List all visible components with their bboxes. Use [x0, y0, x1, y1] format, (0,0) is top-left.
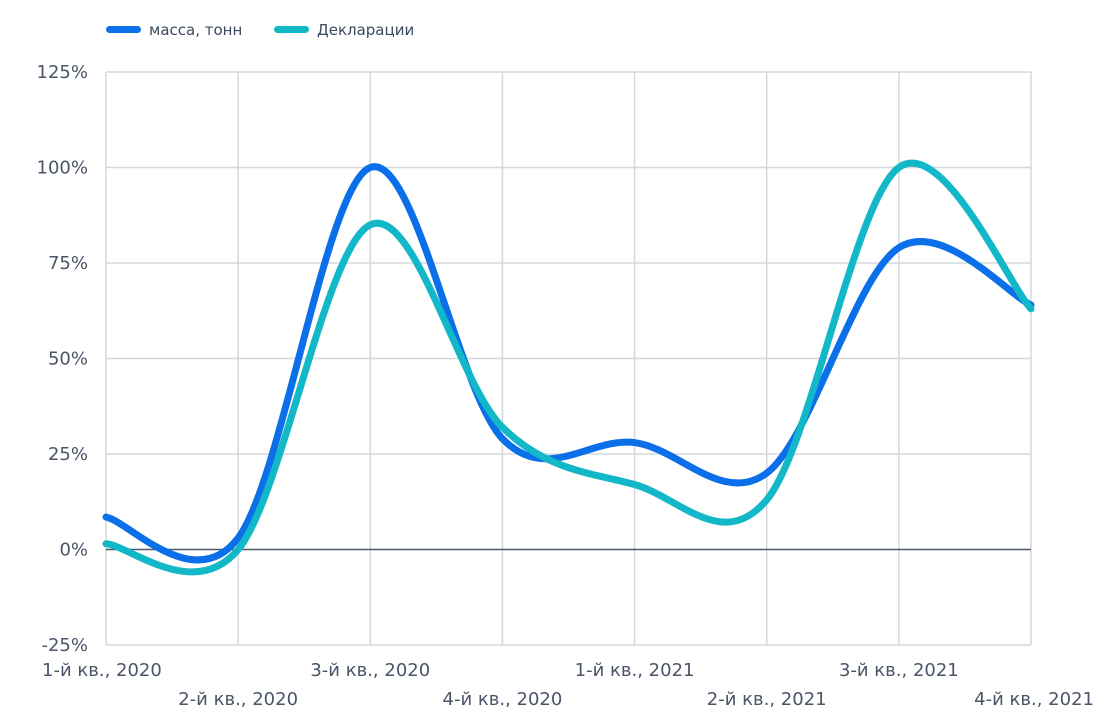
- x-tick-label: 4-й кв., 2020: [443, 689, 563, 710]
- y-tick-label: 25%: [48, 444, 88, 465]
- x-tick-label: 4-й кв., 2021: [974, 689, 1094, 710]
- y-axis-ticks: 125% 100% 75% 50% 25% 0% -25%: [37, 62, 88, 656]
- series-line-0: [102, 163, 1035, 564]
- legend-label-1: Декларации: [317, 21, 414, 39]
- x-tick-label: 1-й кв., 2021: [575, 660, 695, 681]
- legend: масса, тонн Декларации: [106, 21, 414, 39]
- series-lines: [102, 159, 1035, 576]
- x-tick-label: 2-й кв., 2021: [707, 689, 827, 710]
- x-tick-label: 1-й кв., 2020: [42, 660, 162, 681]
- y-tick-label: 0%: [59, 540, 88, 561]
- legend-swatch-1: [274, 26, 309, 33]
- y-tick-label: -25%: [41, 635, 88, 656]
- legend-swatch-0: [106, 26, 141, 33]
- x-tick-label: 3-й кв., 2021: [839, 660, 959, 681]
- x-axis-ticks: 1-й кв., 2020 2-й кв., 2020 3-й кв., 2020 4…: [42, 660, 1094, 710]
- y-tick-label: 125%: [37, 62, 88, 83]
- y-tick-label: 100%: [37, 158, 88, 179]
- y-tick-label: 75%: [48, 253, 88, 274]
- x-tick-label: 3-й кв., 2020: [310, 660, 430, 681]
- series-line-1: [102, 159, 1035, 576]
- grid-lines: [105, 71, 1032, 646]
- legend-item-0: масса, тонн: [106, 21, 242, 39]
- x-tick-label: 2-й кв., 2020: [178, 689, 298, 710]
- legend-item-1: Декларации: [274, 21, 414, 39]
- legend-label-0: масса, тонн: [149, 21, 242, 39]
- y-tick-label: 50%: [48, 349, 88, 370]
